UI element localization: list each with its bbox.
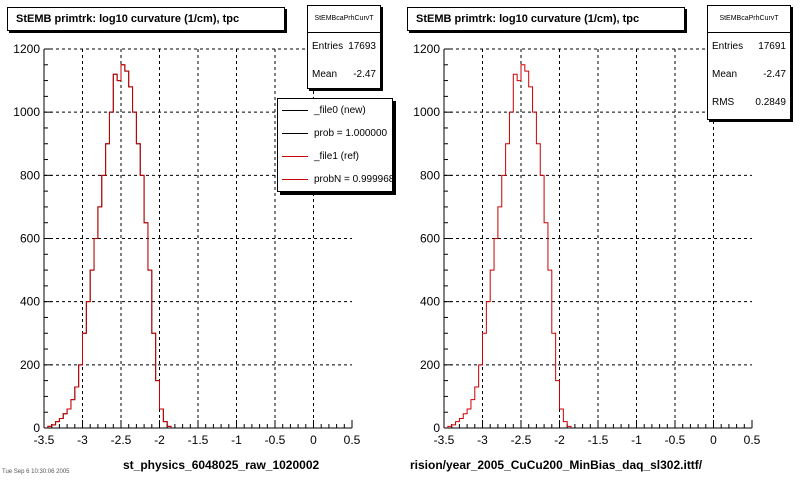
left-x-tick-label: -3.5	[34, 433, 55, 447]
right-chart-title: StEMB primtrk: log10 curvature (1/cm), t…	[407, 7, 685, 31]
left-stats-name: StEMBcaPrhCurvT	[308, 6, 380, 33]
left-y-tick-label: 0	[33, 421, 40, 435]
right-y-tick-label: 400	[420, 295, 440, 309]
left-x-tick-label: -2.5	[111, 433, 132, 447]
right-x-tick-label: -0.5	[665, 433, 686, 447]
right-y-tick-label: 600	[420, 232, 440, 246]
right-x-tick-label: -1.5	[588, 433, 609, 447]
right-stats-row-mean: Mean -2.47	[712, 69, 786, 80]
right-y-tick-label: 1200	[413, 42, 440, 56]
right-histogram-series-0	[447, 64, 572, 428]
right-x-tick-label: -2.5	[511, 433, 532, 447]
legend-entry-file0: _file0 (new)	[278, 99, 392, 122]
left-x-tick-label: -3	[77, 433, 88, 447]
legend-entry-file1: _file1 (ref)	[278, 145, 392, 168]
legend-swatch	[282, 179, 308, 180]
right-x-tick-label: 0	[710, 433, 717, 447]
right-stats-name: StEMBcaPrhCurvT	[708, 6, 790, 33]
left-stats-box: StEMBcaPrhCurvT Entries 17693 Mean -2.47	[307, 5, 381, 89]
legend-swatch	[282, 156, 308, 157]
right-y-tick-label: 1000	[413, 105, 440, 119]
left-x-tick-label: -2	[154, 433, 165, 447]
legend-swatch	[282, 133, 308, 134]
left-y-tick-label: 600	[20, 232, 40, 246]
legend-entry-prob: prob = 1.000000	[278, 122, 392, 145]
left-x-tick-label: 0.5	[344, 433, 361, 447]
left-stats-row-entries: Entries 17693	[312, 41, 376, 52]
left-y-tick-label: 1000	[13, 105, 40, 119]
left-x-tick-label: -1	[231, 433, 242, 447]
left-y-tick-label: 800	[20, 168, 40, 182]
right-stats-row-rms: RMS 0.2849	[712, 97, 786, 108]
right-x-tick-label: -3.5	[434, 433, 455, 447]
footer-timestamp: Tue Sep 6 10:30:06 2005	[2, 469, 70, 475]
right-x-axis-name: rision/year_2005_CuCu200_MinBias_daq_sl3…	[410, 458, 703, 472]
right-y-tick-label: 200	[420, 358, 440, 372]
legend-entry-probn: probN = 0.999968	[278, 168, 392, 191]
right-y-tick-label: 0	[433, 421, 440, 435]
left-x-axis-name: st_physics_6048025_raw_1020002	[123, 458, 320, 472]
legend-swatch	[282, 110, 308, 111]
left-x-tick-label: -0.5	[265, 433, 286, 447]
left-legend: _file0 (new) prob = 1.000000 _file1 (ref…	[277, 98, 393, 192]
left-x-tick-label: -1.5	[188, 433, 209, 447]
left-y-tick-label: 400	[20, 295, 40, 309]
left-stats-row-mean: Mean -2.47	[312, 69, 376, 80]
right-y-tick-label: 800	[420, 168, 440, 182]
right-stats-row-entries: Entries 17691	[712, 41, 786, 52]
left-chart-title: StEMB primtrk: log10 curvature (1/cm), t…	[7, 7, 285, 31]
left-y-tick-label: 200	[20, 358, 40, 372]
left-x-tick-label: 0	[310, 433, 317, 447]
right-stats-box: StEMBcaPrhCurvT Entries 17691 Mean -2.47 R…	[707, 5, 791, 120]
left-histogram-series-1	[47, 64, 172, 428]
right-x-tick-label: -3	[477, 433, 488, 447]
left-y-tick-label: 1200	[13, 42, 40, 56]
right-x-tick-label: 0.5	[744, 433, 761, 447]
right-x-tick-label: -2	[554, 433, 565, 447]
right-x-tick-label: -1	[631, 433, 642, 447]
